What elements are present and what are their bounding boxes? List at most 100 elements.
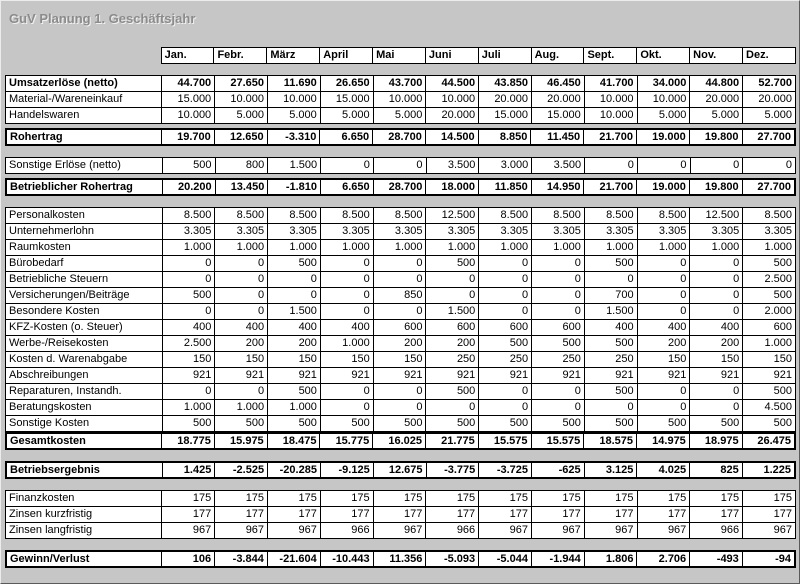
value-cell: 400 [161,319,216,336]
table-row: Versicherungen/Beiträge 500 0 0 0 850 0 0 0 700 0 0… [5,287,796,304]
value-cell: 18.775 [161,432,215,450]
value-cell: 0 [531,255,585,272]
value-cell: -2.525 [214,461,269,479]
row-label-cell: Sonstige Kosten [5,415,163,432]
value-cell: -3.775 [425,461,480,479]
value-cell: 10.000 [161,107,216,124]
value-cell: 967 [372,522,427,539]
value-cell: 700 [583,287,638,304]
value-cell: 6.650 [320,178,374,196]
value-cell: 10.000 [266,91,321,108]
value-cell: 175 [319,490,374,507]
value-cell: 1.000 [689,239,744,256]
value-cell: 3.305 [583,223,638,240]
value-cell: 921 [267,367,321,384]
table-row: KFZ-Kosten (o. Steuer) 400 400 400 400 600 600… [5,319,796,336]
value-cell: 0 [478,383,533,400]
value-cell: 0 [319,383,374,400]
value-cell: 19.000 [635,128,690,146]
section-table: Betriebsergebnis 1.425 -2.525 -20.285 -9.125… [5,461,796,479]
value-cell: 177 [319,506,374,523]
value-cell: 400 [214,319,269,336]
value-cell: 500 [583,415,638,432]
value-cell: 20.000 [425,107,480,124]
value-cell: 0 [531,383,585,400]
value-cell: 921 [742,367,796,384]
value-cell: 1.000 [319,239,374,256]
value-cell: 0 [214,255,269,272]
table-row: Sonstige Kosten 500 500 500 500 500 500 500 500 5… [5,415,796,432]
value-cell: 177 [425,506,480,523]
value-cell: 500 [161,415,216,432]
value-cell: 3.305 [267,223,321,240]
value-cell: 500 [267,255,321,272]
section-table: Gesamtkosten 18.775 15.975 18.475 15.775 16.0… [5,432,796,450]
value-cell: 2.000 [742,303,796,320]
value-cell: 250 [583,351,638,368]
value-cell: 0 [689,383,744,400]
page-title: GuV Planung 1. Geschäftsjahr [9,11,196,26]
row-label-cell: Beratungskosten [5,399,163,416]
value-cell: 400 [689,319,744,336]
row-label-cell: Reparaturen, Instandh. [5,383,163,400]
value-cell: 15.000 [161,91,216,108]
value-cell: -94 [741,550,796,568]
month-header-cell: Juli [477,47,532,64]
table-row: Umsatzerlöse (netto) 44.700 27.650 11.690 26… [4,75,796,92]
value-cell: 3.305 [531,223,585,240]
value-cell: 500 [425,415,480,432]
value-cell: 150 [372,351,427,368]
row-label-cell: Raumkosten [5,239,163,256]
row-label-cell: Finanzkosten [4,490,163,507]
value-cell: 19.800 [688,178,743,196]
value-cell: 10.000 [583,107,638,124]
value-cell: 15.000 [319,91,374,108]
table-row: Rohertrag 19.700 12.650 -3.310 6.650 28.700 14… [5,128,796,146]
value-cell: 5.000 [266,107,321,124]
value-cell: 20.000 [742,91,796,108]
value-cell: 0 [636,399,691,416]
value-cell: 967 [267,522,321,539]
value-cell: 175 [742,490,796,507]
value-cell: 0 [425,399,480,416]
value-cell: 1.500 [583,303,638,320]
value-cell: 16.025 [372,432,426,450]
value-cell: 21.700 [583,128,637,146]
value-cell: 12.500 [425,207,480,224]
month-header-cell: Febr. [213,47,268,64]
value-cell: 0 [531,287,585,304]
value-cell: 0 [319,271,374,288]
row-label-cell: Umsatzerlöse (netto) [4,75,163,92]
value-cell: 12.500 [689,207,744,224]
table-row: Kosten d. Warenabgabe 150 150 150 150 150 250 2… [5,351,796,368]
value-cell: 400 [583,319,638,336]
value-cell: 2.500 [161,335,216,352]
value-cell: 19.700 [161,128,215,146]
value-cell: 200 [214,335,269,352]
table-row: Handelswaren 10.000 5.000 5.000 5.000 5.000 20… [4,107,796,124]
value-cell: 0 [319,303,374,320]
value-cell: 500 [742,415,796,432]
value-cell: 150 [742,351,796,368]
value-cell: 0 [531,303,585,320]
table-row: Gesamtkosten 18.775 15.975 18.475 15.775 16.0… [5,432,796,450]
value-cell: 250 [478,351,533,368]
value-cell: 400 [319,319,374,336]
value-cell: 0 [583,399,638,416]
value-cell: 44.800 [689,75,744,92]
value-cell: 2.706 [636,550,691,568]
table-row: Personalkosten 8.500 8.500 8.500 8.500 8.500 1… [5,207,796,224]
value-cell: 1.000 [161,399,216,416]
value-cell: -625 [531,461,585,479]
value-cell: 175 [267,490,321,507]
value-cell: 0 [742,157,796,174]
value-cell: 600 [425,319,480,336]
row-label-cell: Kosten d. Warenabgabe [5,351,163,368]
row-label-cell: Zinsen kurzfristig [4,506,163,523]
value-cell: 177 [372,506,427,523]
value-cell: 200 [636,335,691,352]
value-cell: 21.775 [424,432,479,450]
value-cell: 18.975 [688,432,743,450]
row-label-cell: Gesamtkosten [5,432,163,450]
